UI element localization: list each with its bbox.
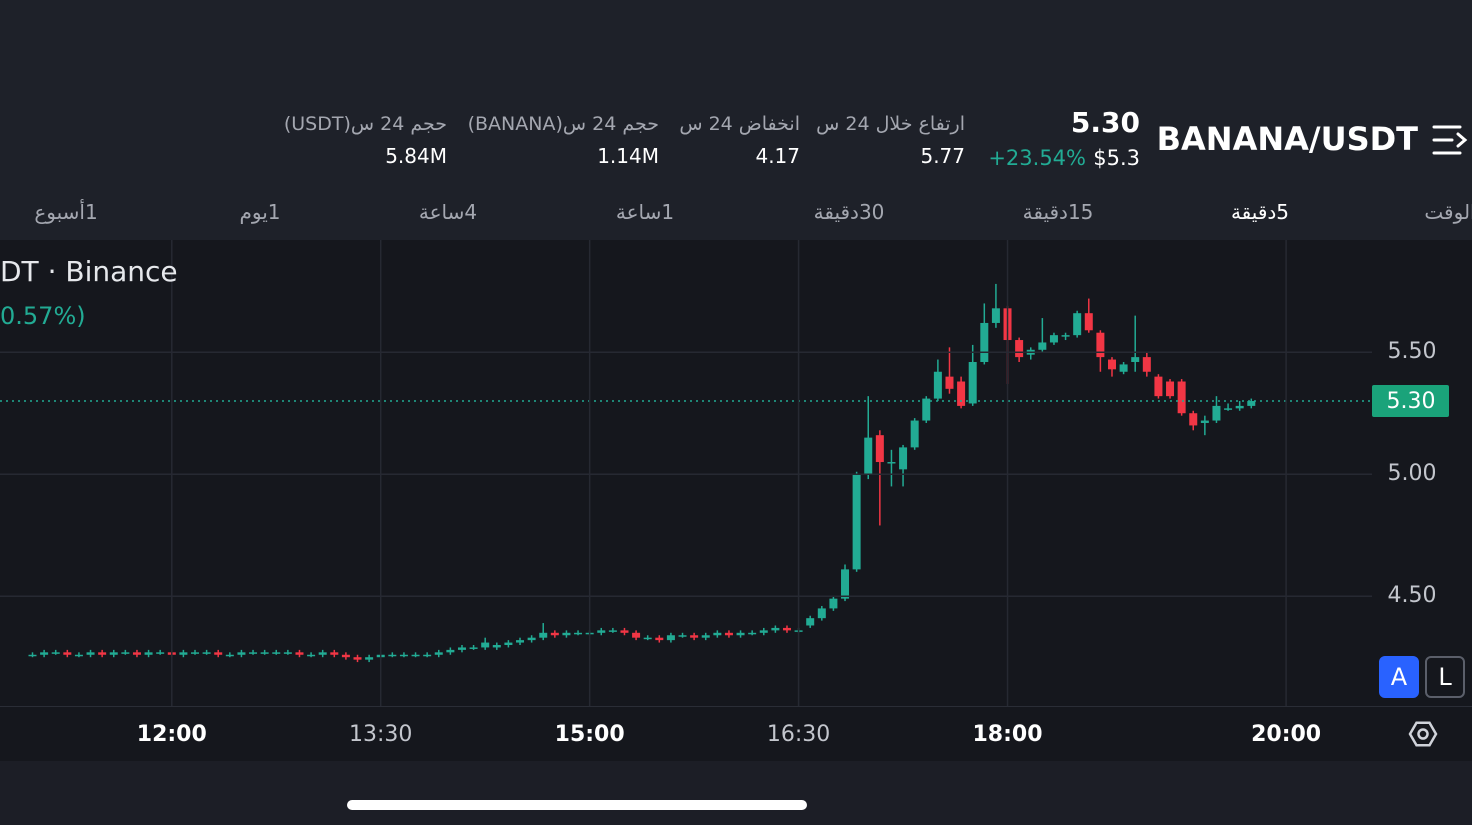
x-tick-label: 18:00 bbox=[973, 722, 1043, 747]
stat-value: 4.17 bbox=[755, 144, 800, 168]
usd-price: $5.3 bbox=[1093, 146, 1140, 170]
price-tag: 5.30 bbox=[1372, 385, 1449, 418]
last-price: 5.30 bbox=[1070, 106, 1140, 139]
stat-value: 1.14M bbox=[597, 144, 659, 168]
tab[interactable]: الوقت bbox=[1424, 200, 1472, 224]
toggle-button[interactable] bbox=[1379, 656, 1419, 698]
change: +23.54% bbox=[988, 146, 1086, 170]
menu-icon[interactable] bbox=[1430, 122, 1470, 158]
chart-title: DT · Binance bbox=[0, 255, 178, 288]
toggle-label[interactable]: A bbox=[1391, 663, 1408, 691]
pair-title: BANANA/USDT bbox=[1156, 120, 1418, 158]
y-tick-label: 4.50 bbox=[1388, 583, 1437, 608]
stat-label: حجم 24 س(USDT) bbox=[283, 113, 447, 135]
tab[interactable]: 30دقيقة bbox=[813, 200, 885, 224]
tab[interactable]: 1أسبوع bbox=[34, 200, 98, 224]
top-bar bbox=[0, 0, 1472, 240]
toggle-label[interactable]: L bbox=[1438, 663, 1452, 691]
stat-label: حجم 24 س(BANANA) bbox=[467, 113, 659, 135]
y-tick-label: 5.50 bbox=[1388, 339, 1437, 364]
settings-icon[interactable] bbox=[1408, 721, 1438, 747]
chart-subtitle: 0.57%) bbox=[0, 302, 86, 330]
tab[interactable]: 5دقيقة bbox=[1230, 200, 1290, 224]
price-tag-label: 5.30 bbox=[1387, 389, 1436, 414]
stat-value: 5.84M bbox=[385, 144, 447, 168]
chart-bg bbox=[0, 240, 1472, 706]
stat-label: انخفاض 24 س bbox=[679, 113, 800, 135]
y-tick-label: 5.00 bbox=[1388, 461, 1437, 486]
tab[interactable]: 4ساعة bbox=[418, 200, 478, 224]
price-tag-box bbox=[1372, 385, 1449, 418]
x-tick-label: 13:30 bbox=[349, 722, 412, 747]
x-tick-label: 16:30 bbox=[767, 722, 830, 747]
home-indicator bbox=[347, 800, 807, 810]
stat-label: ارتفاع خلال 24 س bbox=[816, 113, 965, 135]
axis-bg bbox=[0, 706, 1472, 761]
tab[interactable]: 15دقيقة bbox=[1022, 200, 1094, 224]
tab[interactable]: 1يوم bbox=[239, 200, 281, 224]
stat-value: 5.77 bbox=[920, 144, 965, 168]
toggle-button[interactable] bbox=[1425, 656, 1465, 698]
x-tick-label: 15:00 bbox=[555, 722, 625, 747]
x-tick-label: 12:00 bbox=[137, 722, 207, 747]
x-tick-label: 20:00 bbox=[1251, 722, 1321, 747]
tab[interactable]: 1ساعة bbox=[615, 200, 675, 224]
